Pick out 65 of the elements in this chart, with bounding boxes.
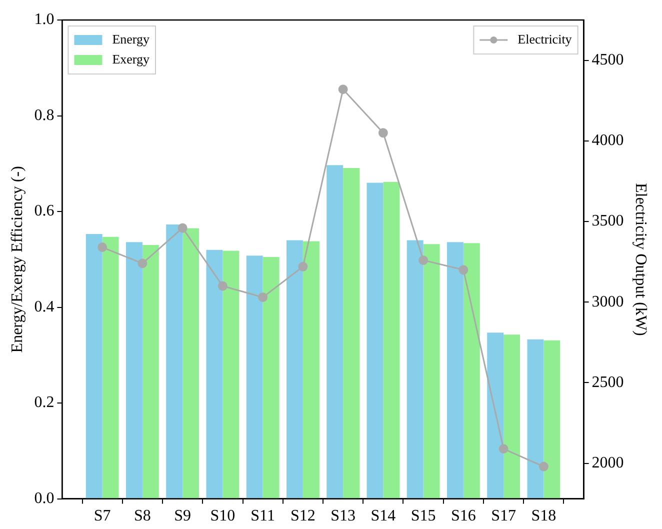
x-tick-label: S13 bbox=[330, 508, 356, 525]
y2-tick-label: 4000 bbox=[592, 132, 624, 150]
bar bbox=[326, 165, 344, 498]
bar bbox=[343, 168, 360, 498]
bar bbox=[126, 242, 142, 498]
x-tick-label: S11 bbox=[250, 508, 275, 525]
bar bbox=[544, 340, 560, 498]
bar bbox=[166, 224, 183, 498]
y-tick-label: 0.6 bbox=[34, 202, 54, 220]
x-tick-label: S10 bbox=[210, 508, 236, 525]
legend-label: Energy bbox=[112, 31, 150, 46]
y2-tick-label: 2000 bbox=[592, 454, 624, 472]
bar bbox=[286, 240, 303, 498]
bar bbox=[487, 332, 504, 498]
bar bbox=[383, 182, 400, 498]
point bbox=[258, 292, 268, 302]
bar bbox=[302, 241, 320, 498]
bar bbox=[406, 240, 424, 498]
point bbox=[298, 262, 308, 272]
point bbox=[378, 128, 388, 138]
y-tick-label: 0.2 bbox=[34, 394, 54, 412]
y-axis-title: Energy/Exergy Efficiency (-) bbox=[8, 166, 26, 353]
bar bbox=[423, 244, 440, 498]
x-tick-label: S7 bbox=[94, 508, 111, 525]
y2-tick-label: 4500 bbox=[592, 52, 624, 69]
bar bbox=[262, 257, 280, 498]
bar bbox=[366, 182, 384, 498]
point bbox=[98, 242, 108, 252]
bar bbox=[142, 245, 159, 498]
y-tick-label: 0.8 bbox=[34, 106, 54, 124]
y2-tick-label: 3500 bbox=[592, 212, 624, 230]
point bbox=[458, 265, 468, 275]
x-tick-label: S18 bbox=[531, 508, 556, 525]
y-tick-label: 1.0 bbox=[34, 11, 54, 28]
x-tick-label: S17 bbox=[491, 508, 516, 525]
bar bbox=[446, 242, 464, 498]
legend-label: Electricity bbox=[518, 31, 572, 46]
point bbox=[218, 281, 228, 291]
x-tick-label: S14 bbox=[370, 508, 396, 525]
bar bbox=[246, 256, 263, 498]
x-tick-label: S9 bbox=[174, 508, 192, 525]
bar bbox=[206, 250, 223, 498]
point bbox=[178, 223, 188, 233]
bar bbox=[86, 234, 102, 498]
bar bbox=[527, 339, 544, 498]
x-tick-label: S15 bbox=[410, 508, 436, 525]
bar bbox=[182, 228, 200, 498]
y2-axis-title: Electricity Output (kW) bbox=[632, 182, 650, 336]
x-tick-label: S12 bbox=[290, 508, 316, 525]
y2-tick-label: 2500 bbox=[592, 374, 624, 391]
point bbox=[538, 462, 548, 472]
point bbox=[498, 444, 508, 454]
bar bbox=[222, 250, 240, 498]
legend-label: Exergy bbox=[112, 51, 150, 66]
x-tick-label: S16 bbox=[450, 508, 476, 525]
y2-tick-label: 3000 bbox=[592, 293, 624, 310]
bar bbox=[102, 236, 119, 498]
y-tick-label: 0.4 bbox=[34, 298, 54, 316]
y-tick-label: 0.0 bbox=[34, 490, 54, 508]
bar bbox=[463, 243, 480, 498]
point bbox=[338, 84, 348, 94]
x-tick-label: S8 bbox=[134, 508, 151, 525]
point bbox=[418, 255, 428, 265]
point bbox=[138, 258, 148, 268]
bar bbox=[504, 334, 520, 498]
